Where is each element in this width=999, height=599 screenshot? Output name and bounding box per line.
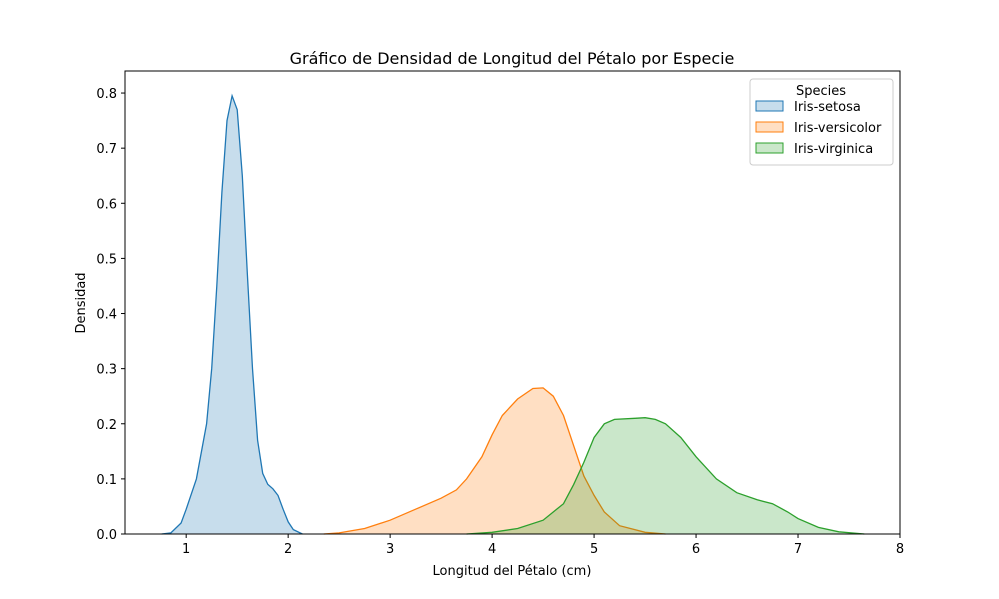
y-tick-label: 0.1 [96,473,117,488]
x-axis-label: Longitud del Pétalo (cm) [433,564,592,579]
chart-title: Gráfico de Densidad de Longitud del Péta… [290,49,735,68]
legend-label-iris-versicolor: Iris-versicolor [794,121,882,136]
y-axis-label: Densidad [74,272,89,333]
x-tick-label: 2 [284,542,292,557]
y-tick-label: 0.2 [96,418,117,433]
x-tick-label: 5 [590,542,598,557]
legend-title: Species [796,84,846,99]
legend-label-iris-virginica: Iris-virginica [794,142,873,157]
x-tick-label: 7 [794,542,802,557]
legend: Species Iris-setosa Iris-versicolor Iris-v… [749,78,894,166]
legend-swatch-iris-virginica [755,142,784,154]
x-tick-label: 4 [488,542,496,557]
density-line-iris-virginica [466,417,865,535]
x-tick-label: 8 [896,542,904,557]
y-tick-label: 0.6 [96,197,117,212]
density-fill-iris-virginica [466,417,865,534]
density-areas [161,93,865,535]
y-tick-label: 0.7 [96,142,117,157]
density-fill-iris-versicolor [323,387,666,534]
x-tick-label: 6 [692,542,700,557]
x-axis-ticks: 1 2 3 4 5 6 7 8 [182,534,904,557]
x-tick-label: 1 [182,542,190,557]
density-line-iris-versicolor [323,387,666,535]
legend-swatch-iris-versicolor [755,121,784,133]
plot-frame [124,70,901,535]
y-axis-ticks: 0.0 0.1 0.2 0.3 0.4 0.5 0.6 0.7 0.8 [96,87,125,543]
legend-label-iris-setosa: Iris-setosa [794,100,861,115]
density-line-iris-setosa [161,93,303,535]
x-tick-label: 3 [386,542,394,557]
legend-swatch-iris-setosa [755,100,784,112]
y-tick-label: 0.8 [96,87,117,102]
y-tick-label: 0.5 [96,252,117,267]
density-fill-iris-setosa [161,95,303,535]
y-tick-label: 0.0 [96,528,117,543]
legend-box [749,78,894,166]
y-tick-label: 0.4 [96,308,117,323]
y-tick-label: 0.3 [96,363,117,378]
legend-items: Iris-setosa Iris-versicolor Iris-virginica [755,100,882,157]
